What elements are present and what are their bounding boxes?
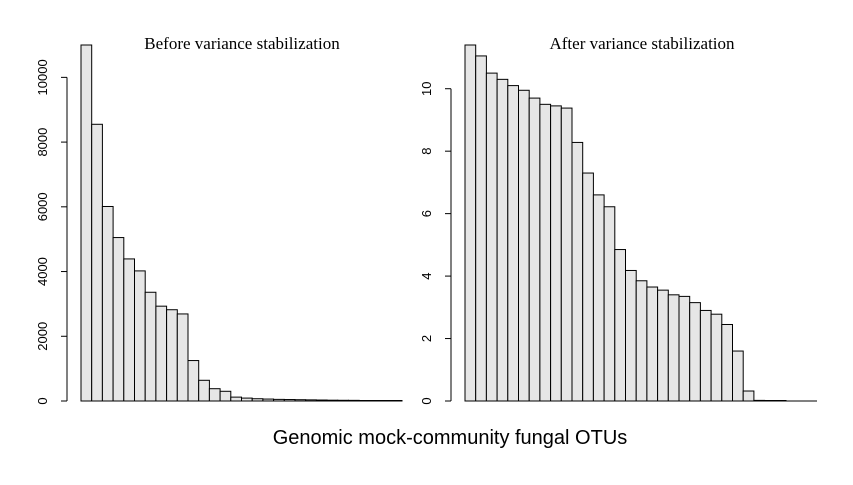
bar <box>91 123 103 402</box>
bar <box>507 85 519 402</box>
bar <box>101 205 114 402</box>
y-tick-label: 6000 <box>35 192 50 221</box>
bar <box>582 172 594 402</box>
bar <box>337 399 349 402</box>
bar <box>208 388 221 402</box>
bar <box>230 396 243 402</box>
bar <box>315 399 328 402</box>
bar <box>123 258 136 402</box>
bar <box>710 313 723 402</box>
bar <box>390 400 403 402</box>
bar <box>187 360 200 402</box>
chart-title: After variance stabilization <box>549 34 735 53</box>
bar <box>646 286 659 402</box>
bar <box>560 107 573 402</box>
bar <box>518 89 530 402</box>
bar <box>592 194 605 402</box>
bar <box>464 44 477 402</box>
y-tick-label: 4000 <box>35 257 50 286</box>
y-tick-label: 6 <box>419 210 434 217</box>
bar <box>112 237 125 402</box>
chart-panel-before: Before variance stabilization 0 2000 4000 6… <box>35 34 403 405</box>
y-tick-label: 8000 <box>35 128 50 157</box>
y-tick-label: 4 <box>419 272 434 279</box>
bar <box>625 269 637 402</box>
y-tick-label: 0 <box>35 397 50 404</box>
bar <box>166 309 178 402</box>
bar <box>475 55 487 402</box>
bar <box>732 350 744 402</box>
bar <box>144 291 157 402</box>
bar <box>689 302 701 402</box>
y-tick-label: 2000 <box>35 322 50 351</box>
bar <box>774 400 787 402</box>
bar <box>550 105 562 402</box>
bar <box>614 249 626 402</box>
bar <box>294 399 307 402</box>
bar <box>496 78 509 402</box>
y-tick-label: 10 <box>419 81 434 95</box>
bar <box>764 400 776 402</box>
bar <box>528 97 541 402</box>
bar <box>273 398 285 402</box>
bar <box>358 400 371 402</box>
bar <box>134 270 146 402</box>
bar <box>155 305 168 402</box>
bar <box>251 398 264 402</box>
bar <box>667 294 680 402</box>
bar <box>485 72 498 402</box>
chart-panel-after: After variance stabilization 0 2 4 6 8 10 <box>419 34 817 405</box>
bar <box>753 399 766 402</box>
chart-title: Before variance stabilization <box>144 34 340 53</box>
bar <box>699 309 712 402</box>
y-tick-label: 10000 <box>35 59 50 95</box>
bar <box>176 313 189 402</box>
bar <box>380 400 392 402</box>
bar <box>305 399 317 402</box>
bar <box>241 397 253 402</box>
bar <box>603 206 616 402</box>
bar <box>539 103 552 402</box>
bar <box>635 280 648 402</box>
bar <box>80 44 93 402</box>
bar <box>369 400 382 402</box>
y-tick-label: 8 <box>419 148 434 155</box>
bar <box>571 141 584 402</box>
bar <box>283 399 296 402</box>
bar <box>721 323 733 402</box>
bar <box>678 295 691 402</box>
x-axis-title: Genomic mock-community fungal OTUs <box>273 427 628 449</box>
bar <box>219 390 232 402</box>
bar <box>262 398 275 402</box>
bar <box>326 399 339 402</box>
y-tick-label: 0 <box>419 397 434 404</box>
bar <box>198 379 210 402</box>
y-tick-label: 2 <box>419 335 434 342</box>
bar <box>657 289 669 402</box>
bar <box>348 399 360 402</box>
bar <box>742 390 755 402</box>
